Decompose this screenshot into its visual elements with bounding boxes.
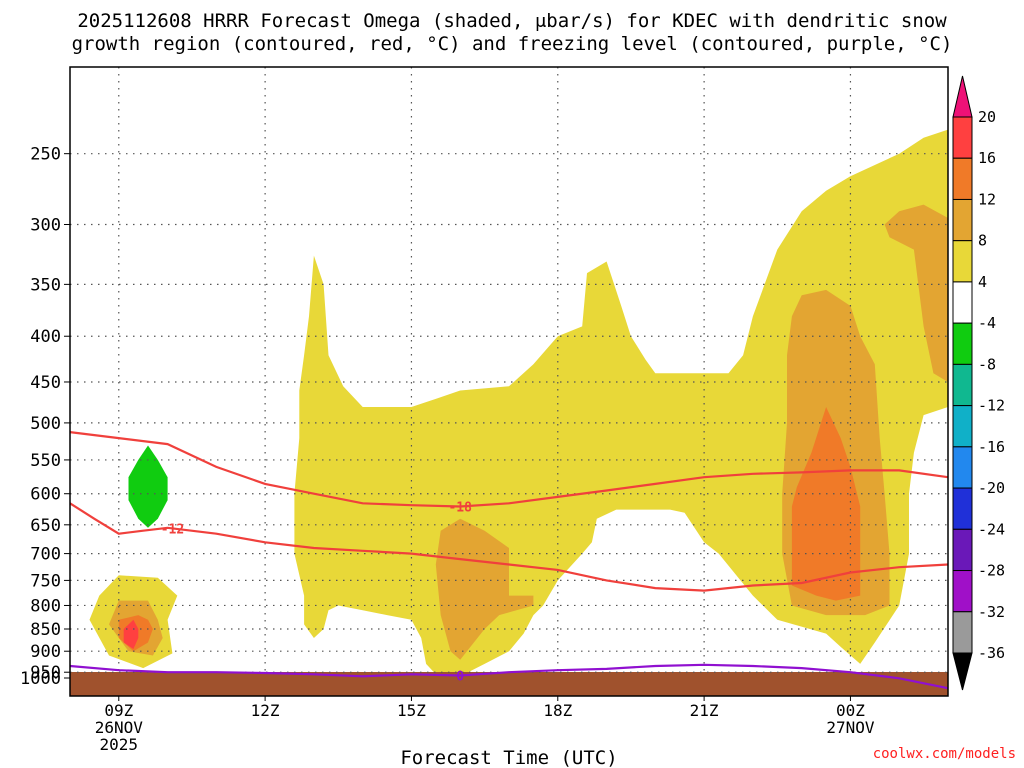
colorbar-label-5: -4 bbox=[978, 314, 996, 332]
y-tick-label-650: 650 bbox=[30, 516, 61, 536]
colorbar-label-9: -20 bbox=[978, 479, 1005, 497]
contour-layer: -18 -12 0 bbox=[69, 431, 949, 690]
y-tick-label-400: 400 bbox=[30, 327, 61, 347]
y-tick-label-250: 250 bbox=[30, 145, 61, 165]
x-tick-label-9-0: 09Z bbox=[104, 701, 133, 720]
x-tick-label-21-0: 21Z bbox=[690, 701, 719, 720]
omega-region-9 bbox=[128, 445, 168, 528]
grid-lines bbox=[70, 67, 948, 673]
x-tick-label-18-0: 18Z bbox=[543, 701, 572, 720]
colorbar-label-12: -32 bbox=[978, 603, 1005, 621]
omega-region-8 bbox=[791, 407, 861, 601]
y-axis-ticks: 2503003504004505005506006507007508008509… bbox=[20, 145, 70, 689]
chart-title-line-2: growth region (contoured, red, °C) and f… bbox=[71, 33, 953, 55]
y-tick-label-900: 900 bbox=[30, 642, 61, 662]
colorbar-top-arrow bbox=[952, 75, 973, 118]
y-tick-label-600: 600 bbox=[30, 485, 61, 505]
y-tick-label-750: 750 bbox=[30, 571, 61, 591]
x-axis-label: Forecast Time (UTC) bbox=[400, 747, 617, 768]
colorbar-segment-6 bbox=[952, 363, 973, 407]
y-tick-label-500: 500 bbox=[30, 414, 61, 434]
colorbar-segment-9 bbox=[952, 487, 973, 530]
colorbar-segment-10 bbox=[952, 528, 973, 572]
dgz-contour--12-label: -12 bbox=[161, 522, 184, 537]
colorbar-label-0: 20 bbox=[978, 108, 996, 126]
colorbar-label-10: -24 bbox=[978, 520, 1005, 538]
colorbar-segment-8 bbox=[952, 446, 973, 489]
x-tick-label-15-0: 15Z bbox=[397, 701, 426, 720]
colorbar-label-13: -36 bbox=[978, 644, 1005, 662]
y-tick-label-550: 550 bbox=[30, 451, 61, 471]
x-tick-label-9-2: 2025 bbox=[100, 735, 139, 754]
colorbar-segment-11 bbox=[952, 570, 973, 613]
colorbar-segment-12 bbox=[952, 611, 973, 654]
colorbar-segment-0 bbox=[952, 116, 973, 159]
y-tick-label-950: 950 bbox=[30, 663, 61, 683]
x-tick-label-24-0: 00Z bbox=[836, 701, 865, 720]
colorbar-label-3: 8 bbox=[978, 232, 987, 250]
ground-band bbox=[70, 672, 948, 696]
y-tick-label-700: 700 bbox=[30, 545, 61, 565]
colorbar-segment-1 bbox=[952, 157, 973, 200]
y-tick-label-850: 850 bbox=[30, 620, 61, 640]
colorbar-segment-7 bbox=[952, 405, 973, 448]
dgz-contour--18 bbox=[69, 431, 949, 508]
x-tick-label-9-1: 26NOV bbox=[95, 718, 144, 737]
y-tick-label-800: 800 bbox=[30, 596, 61, 616]
freezing-level-contour bbox=[69, 663, 949, 690]
colorbar: 20 16 12 8 4 -4 -8 -12 -16 -20 -24 -28 -32 -36 bbox=[952, 75, 1005, 691]
dgz-contour--18-label: -18 bbox=[448, 500, 472, 515]
colorbar-label-11: -28 bbox=[978, 562, 1005, 580]
y-tick-label-300: 300 bbox=[30, 215, 61, 235]
omega-region-5 bbox=[435, 518, 534, 660]
omega-region-7 bbox=[884, 204, 948, 382]
omega-shading-layer bbox=[89, 129, 948, 677]
omega-region-3 bbox=[123, 619, 139, 649]
y-tick-label-350: 350 bbox=[30, 275, 61, 295]
colorbar-segment-5 bbox=[952, 322, 973, 365]
colorbar-label-6: -8 bbox=[978, 355, 996, 373]
colorbar-label-2: 12 bbox=[978, 190, 996, 208]
colorbar-label-1: 16 bbox=[978, 149, 996, 167]
x-tick-label-24-1: 27NOV bbox=[826, 718, 875, 737]
dgz-contour--12 bbox=[69, 502, 949, 592]
y-tick-label-450: 450 bbox=[30, 373, 61, 393]
colorbar-label-8: -16 bbox=[978, 438, 1005, 456]
y-tick-label-1000: 1000 bbox=[20, 669, 61, 689]
colorbar-segment-3 bbox=[952, 240, 973, 283]
colorbar-segment-2 bbox=[952, 198, 973, 242]
freezing-level-contour-label: 0 bbox=[456, 669, 464, 684]
x-tick-label-12-0: 12Z bbox=[251, 701, 280, 720]
chart-title-line-1: 2025112608 HRRR Forecast Omega (shaded, … bbox=[77, 10, 947, 32]
credit-link[interactable]: coolwx.com/models bbox=[872, 746, 1016, 762]
colorbar-label-7: -12 bbox=[978, 397, 1005, 415]
colorbar-segment-4 bbox=[952, 281, 973, 324]
colorbar-label-4: 4 bbox=[978, 273, 987, 291]
colorbar-bottom-arrow bbox=[952, 652, 973, 691]
